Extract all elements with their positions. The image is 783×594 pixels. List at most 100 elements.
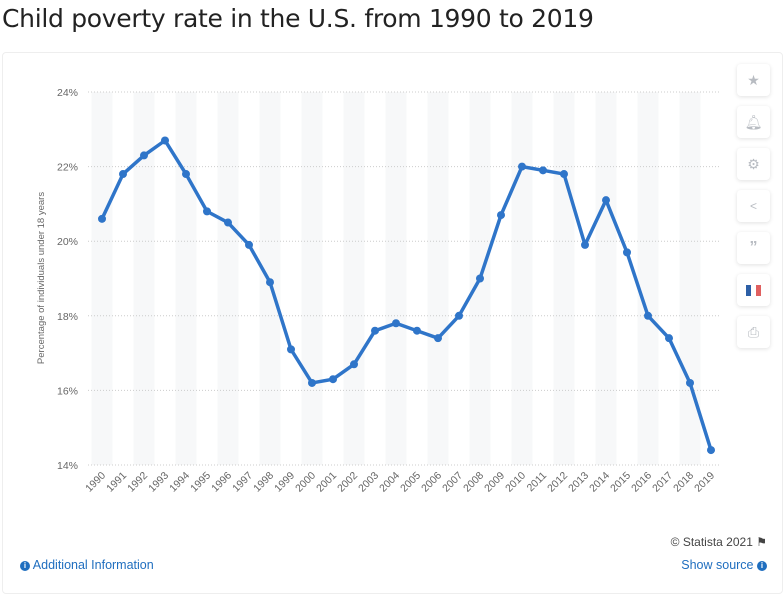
y-tick-label: 20% <box>57 236 78 248</box>
additional-information-link[interactable]: i Additional Information <box>20 558 154 572</box>
x-tick-label: 2004 <box>377 470 402 495</box>
data-point <box>161 136 169 145</box>
x-tick-label: 1997 <box>230 470 255 495</box>
star-icon: ★ <box>747 71 760 88</box>
page-title: Child poverty rate in the U.S. from 1990… <box>2 4 594 33</box>
x-tick-label: 1994 <box>167 470 192 495</box>
column-band <box>595 92 617 465</box>
data-point <box>665 334 673 343</box>
data-point <box>434 334 442 343</box>
data-point <box>140 151 148 160</box>
data-point <box>413 326 421 335</box>
x-tick-label: 2000 <box>293 470 318 495</box>
data-point <box>455 311 463 320</box>
data-point <box>686 378 694 387</box>
show-source-label: Show source <box>681 558 754 572</box>
x-tick-label: 1991 <box>104 470 129 495</box>
x-tick-label: 1998 <box>251 470 276 495</box>
column-band <box>133 92 155 465</box>
x-tick-label: 2007 <box>440 470 465 495</box>
x-tick-label: 1995 <box>188 470 213 495</box>
column-band <box>217 92 239 465</box>
flag-icon: ⚑ <box>756 535 767 549</box>
x-tick-label: 2015 <box>608 470 633 495</box>
y-tick-label: 14% <box>57 460 78 472</box>
column-band <box>427 92 449 465</box>
x-tick-label: 2011 <box>525 470 550 495</box>
info-icon: i <box>20 561 30 571</box>
data-point <box>98 214 106 223</box>
data-point <box>497 211 505 220</box>
y-tick-label: 22% <box>57 162 78 174</box>
column-band <box>343 92 365 465</box>
bell-icon: 🔔︎ <box>744 113 763 130</box>
x-tick-label: 1993 <box>146 470 171 495</box>
share-button[interactable]: < <box>737 190 770 222</box>
data-point <box>350 360 358 369</box>
print-button[interactable]: ⎙ <box>737 316 770 348</box>
show-source-link[interactable]: Show source i <box>681 558 767 572</box>
data-point <box>707 446 715 455</box>
statista-credit[interactable]: © Statista 2021 ⚑ <box>671 535 767 549</box>
data-point <box>371 326 379 335</box>
flag-fr-icon <box>745 284 762 296</box>
x-tick-label: 2017 <box>650 470 675 495</box>
column-band <box>91 92 113 465</box>
y-axis-label: Percentage of individuals under 18 years <box>36 192 47 364</box>
cite-button[interactable]: ” <box>737 232 770 264</box>
column-band <box>511 92 533 465</box>
y-tick-label: 16% <box>57 385 78 397</box>
data-point <box>224 218 232 227</box>
data-point <box>119 170 127 179</box>
x-tick-label: 2001 <box>314 470 339 495</box>
data-point <box>308 378 316 387</box>
credit-text: © Statista 2021 <box>670 535 753 549</box>
favorite-button[interactable]: ★ <box>737 64 770 96</box>
x-tick-label: 2008 <box>461 470 486 495</box>
data-point <box>518 162 526 171</box>
column-band <box>637 92 659 465</box>
data-point <box>329 375 337 384</box>
data-point <box>392 319 400 328</box>
column-band <box>301 92 323 465</box>
x-tick-label: 1992 <box>125 470 150 495</box>
series-line <box>100 138 713 451</box>
column-band <box>553 92 575 465</box>
x-tick-label: 1999 <box>272 470 297 495</box>
y-tick-label: 18% <box>57 311 78 323</box>
data-point <box>602 196 610 205</box>
info-icon: i <box>757 561 767 571</box>
x-tick-label: 2019 <box>692 470 717 495</box>
x-tick-label: 2014 <box>587 470 612 495</box>
x-tick-label: 2009 <box>482 470 507 495</box>
data-point <box>476 274 484 283</box>
data-point <box>539 166 547 175</box>
y-tick-label: 24% <box>57 87 78 99</box>
data-point <box>581 240 589 249</box>
x-tick-label: 1996 <box>209 470 234 495</box>
column-band <box>175 92 197 465</box>
data-point <box>560 170 568 179</box>
notification-button[interactable]: 🔔︎ <box>737 106 770 138</box>
x-tick-label: 2002 <box>335 470 360 495</box>
gear-icon: ⚙ <box>747 155 760 172</box>
share-icon: < <box>749 199 757 213</box>
quote-icon: ” <box>749 239 758 256</box>
data-point <box>266 278 274 287</box>
data-point <box>287 345 295 354</box>
x-tick-label: 2013 <box>566 470 591 495</box>
column-band <box>385 92 407 465</box>
x-tick-label: 2012 <box>545 470 570 495</box>
print-icon: ⎙ <box>747 323 760 340</box>
language-button[interactable] <box>737 274 770 306</box>
x-tick-label: 2005 <box>398 470 423 495</box>
data-point <box>203 207 211 216</box>
data-point <box>182 170 190 179</box>
settings-button[interactable]: ⚙ <box>737 148 770 180</box>
x-tick-label: 2006 <box>419 470 444 495</box>
data-point <box>245 240 253 249</box>
additional-info-label: Additional Information <box>32 558 154 572</box>
x-tick-label: 1990 <box>83 470 108 495</box>
x-tick-label: 2010 <box>503 470 528 495</box>
